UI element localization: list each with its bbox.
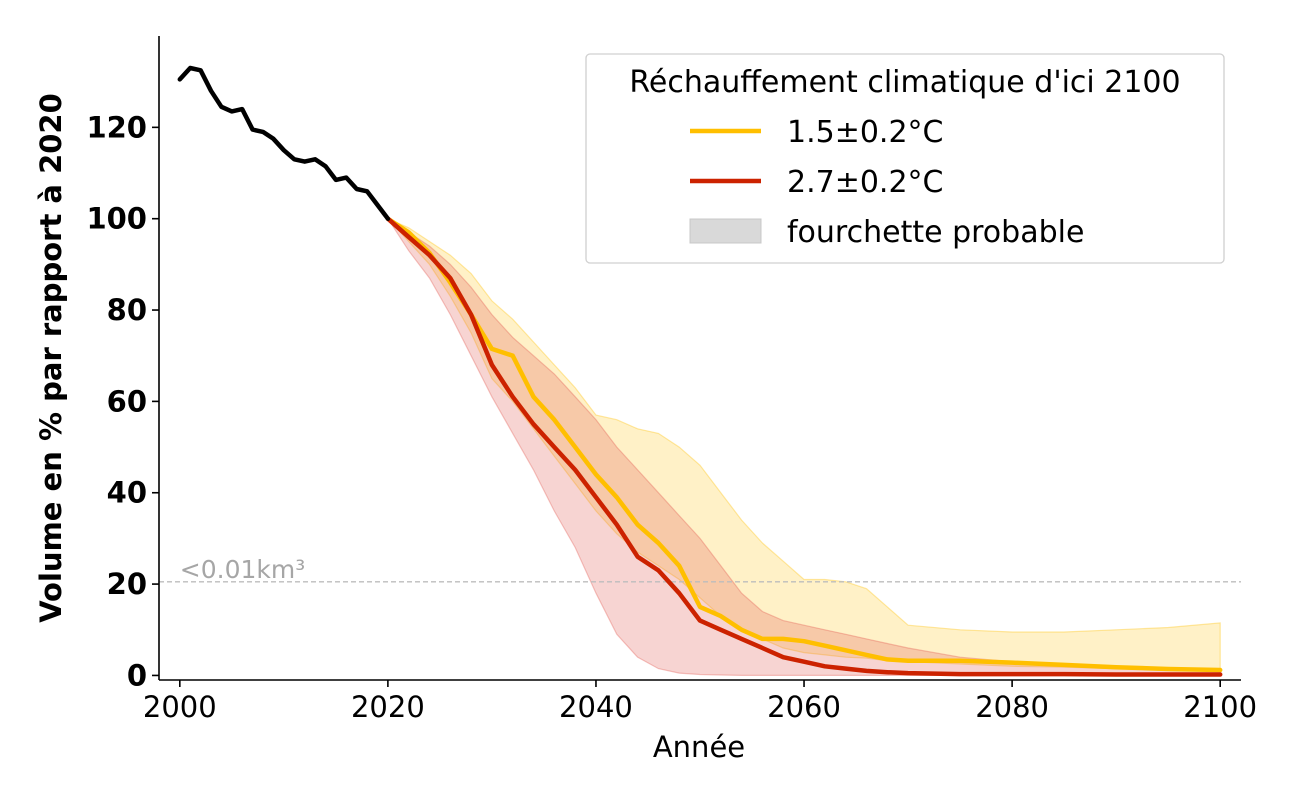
y-tick-label: 100 [86, 202, 147, 236]
series-line-0 [385, 216, 1223, 673]
y-tick-label: 20 [107, 567, 147, 601]
x-tick-label: 2080 [975, 690, 1049, 724]
y-ticks: 0 20 40 60 80 100 120 [86, 110, 159, 692]
range-band-0 [387, 218, 1221, 672]
x-tick-label: 2020 [351, 690, 425, 724]
threshold-group: <0.01km³ [159, 555, 1241, 584]
y-tick-label: 120 [86, 110, 147, 144]
legend-label-1-5c: 1.5±0.2°C [787, 115, 944, 150]
x-tick-label: 2000 [143, 690, 217, 724]
uncertainty-bands [387, 218, 1221, 676]
series-lines [177, 65, 1223, 677]
legend: Réchauffement climatique d'ici 2100 1.5±… [585, 53, 1225, 264]
y-axis-title: Volume en % par rapport à 2020 [34, 93, 68, 623]
y-tick-label: 60 [107, 384, 147, 418]
x-axis-title: Année [653, 730, 745, 764]
historical-line [177, 65, 391, 221]
x-ticks: 2000 2020 2040 2060 2080 2100 [143, 680, 1257, 724]
legend-label-2-7c: 2.7±0.2°C [787, 165, 944, 200]
y-tick-label: 80 [107, 293, 147, 327]
legend-frame [585, 53, 1225, 264]
legend-title: Réchauffement climatique d'ici 2100 [629, 65, 1180, 100]
x-tick-label: 2060 [767, 690, 841, 724]
legend-label-range: fourchette probable [787, 215, 1084, 250]
x-tick-label: 2100 [1183, 690, 1257, 724]
legend-swatch-range [689, 218, 762, 244]
y-tick-label: 0 [127, 658, 147, 692]
x-tick-label: 2040 [559, 690, 633, 724]
series-line-1 [385, 216, 1223, 677]
threshold-label: <0.01km³ [180, 555, 305, 584]
y-tick-label: 40 [107, 476, 147, 510]
